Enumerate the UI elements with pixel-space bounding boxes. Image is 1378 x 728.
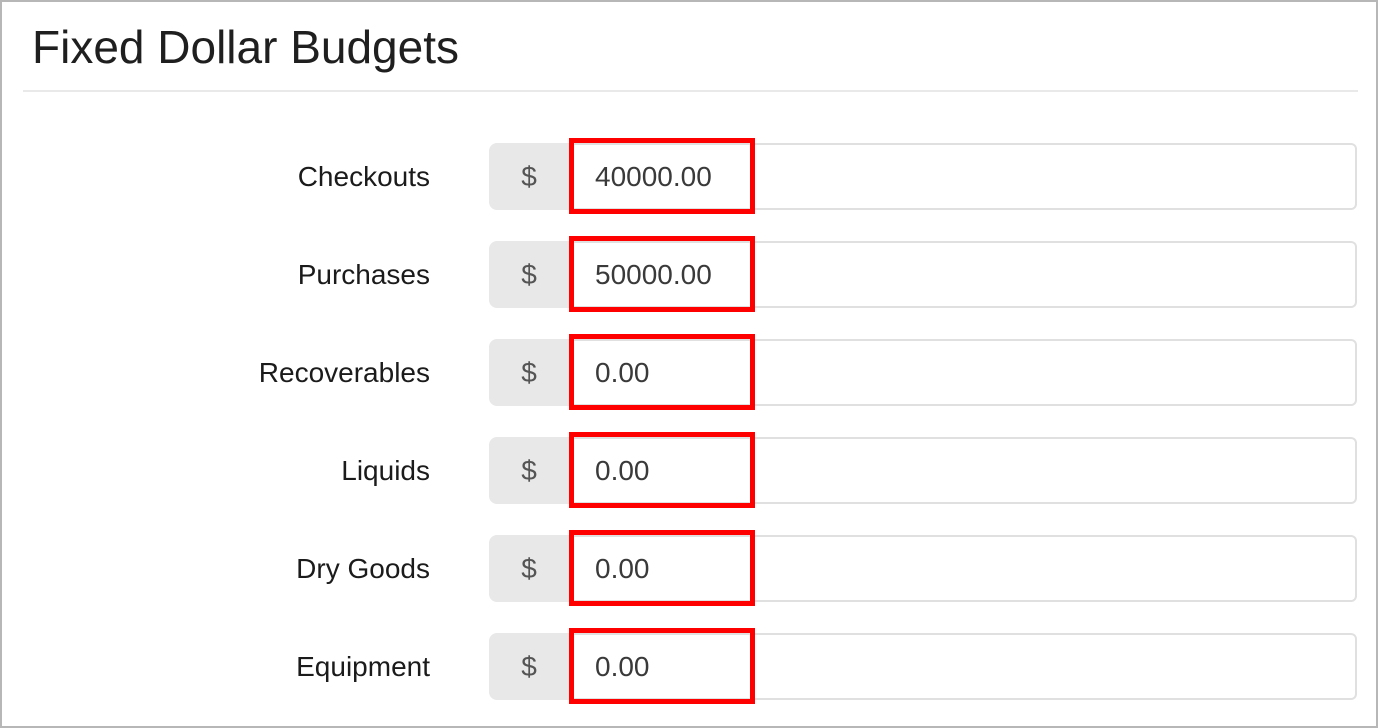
dollar-sign-icon: $ <box>521 258 537 290</box>
purchases-input-group: $ <box>489 236 1357 313</box>
currency-addon: $ <box>489 241 569 309</box>
dry-goods-input[interactable] <box>569 535 1357 603</box>
recoverables-input-group: $ <box>489 334 1357 411</box>
form-row-checkouts: Checkouts $ <box>2 138 1376 215</box>
form-row-equipment: Equipment $ <box>2 628 1376 705</box>
liquids-input[interactable] <box>569 437 1357 505</box>
liquids-input-group: $ <box>489 432 1357 509</box>
form-row-liquids: Liquids $ <box>2 432 1376 509</box>
currency-addon: $ <box>489 437 569 505</box>
budget-form: Checkouts $ Purchases $ Recoverables $ <box>2 138 1376 705</box>
recoverables-input[interactable] <box>569 339 1357 407</box>
checkouts-input-group: $ <box>489 138 1357 215</box>
currency-addon: $ <box>489 633 569 701</box>
dollar-sign-icon: $ <box>521 454 537 486</box>
purchases-input[interactable] <box>569 241 1357 309</box>
purchases-label: Purchases <box>297 258 430 290</box>
equipment-input[interactable] <box>569 633 1357 701</box>
form-row-purchases: Purchases $ <box>2 236 1376 313</box>
equipment-label: Equipment <box>296 650 430 682</box>
page-title: Fixed Dollar Budgets <box>32 21 459 73</box>
dollar-sign-icon: $ <box>521 552 537 584</box>
checkouts-label: Checkouts <box>297 160 430 192</box>
currency-addon: $ <box>489 143 569 211</box>
dry-goods-input-group: $ <box>489 530 1357 607</box>
form-row-recoverables: Recoverables $ <box>2 334 1376 411</box>
equipment-input-group: $ <box>489 628 1357 705</box>
recoverables-label: Recoverables <box>258 356 430 388</box>
form-row-dry-goods: Dry Goods $ <box>2 530 1376 607</box>
currency-addon: $ <box>489 535 569 603</box>
title-divider <box>23 90 1358 93</box>
dry-goods-label: Dry Goods <box>296 552 430 584</box>
checkouts-input[interactable] <box>569 143 1357 211</box>
dollar-sign-icon: $ <box>521 650 537 682</box>
liquids-label: Liquids <box>341 454 430 486</box>
dollar-sign-icon: $ <box>521 160 537 192</box>
currency-addon: $ <box>489 339 569 407</box>
dollar-sign-icon: $ <box>521 356 537 388</box>
